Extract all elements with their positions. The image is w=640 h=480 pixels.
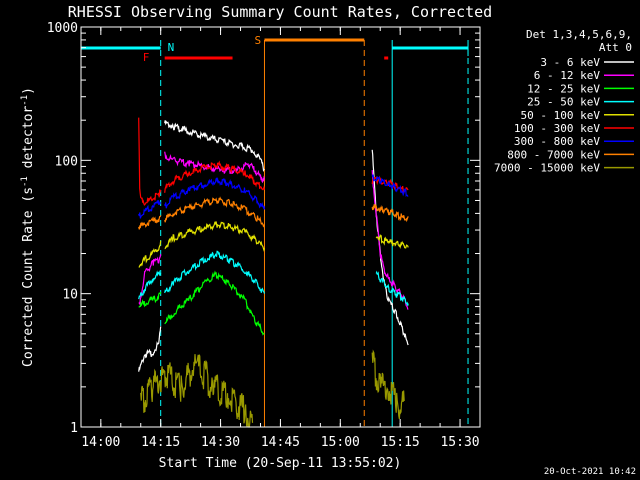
series-line-300-800-kev-seg1 — [164, 176, 266, 210]
y-axis-label-sup1: -1 — [20, 176, 30, 187]
y-tick-label: 10 — [62, 288, 78, 303]
x-tick-label: 15:00 — [321, 435, 360, 450]
chart-title: RHESSI Observing Summary Count Rates, Co… — [68, 3, 492, 21]
series-line-25-50-kev-seg0 — [138, 270, 162, 300]
series-25-50-kev — [138, 250, 409, 306]
series-line-800-7000-kev-seg1 — [164, 196, 265, 228]
y-axis-label-part2: detector — [21, 106, 36, 177]
flag-letter-f: F — [143, 51, 150, 64]
series-800-7000-kev — [138, 196, 409, 230]
series-line-7000-15000-kev-seg0 — [140, 354, 254, 428]
series-line-50-100-kev-seg1 — [164, 221, 266, 252]
axis-layer: 14:00 14:15 14:30 14:45 15:00 15:15 15:30 1 10 10… — [47, 21, 481, 450]
series-line-100-300-kev-seg0 — [138, 117, 162, 206]
flag-letter-s: S — [254, 34, 261, 47]
series-layer — [138, 117, 409, 428]
flag-letter-n: N — [168, 41, 175, 54]
series-line-7000-15000-kev-seg1 — [371, 349, 405, 420]
legend-entry-100-300-kev: 100 - 300 keV — [514, 122, 600, 135]
legend-header-line1: Det 1,3,4,5,6,9, — [526, 28, 632, 41]
series-line-12-25-kev-seg1 — [164, 270, 265, 336]
series-100-300-kev — [138, 117, 409, 206]
legend-entry-300-800-kev: 300 - 800 keV — [514, 135, 600, 148]
legend-entry-50-100-kev: 50 - 100 keV — [521, 109, 601, 122]
x-tick-label: 15:15 — [381, 435, 420, 450]
legend-entry-12-25-kev: 12 - 25 keV — [527, 82, 600, 95]
series-line-50-100-kev-seg0 — [138, 240, 162, 268]
series-50-100-kev — [138, 221, 409, 268]
legend-entry-7000-15000-kev: 7000 - 15000 keV — [494, 162, 600, 175]
y-tick-label: 100 — [55, 154, 78, 169]
series-line-6-12-kev-seg1 — [164, 151, 266, 184]
legend-entry-25-50-kev: 25 - 50 keV — [527, 96, 600, 109]
x-tick-label: 14:30 — [201, 435, 240, 450]
x-tick-label: 14:45 — [261, 435, 300, 450]
flag-layer: N F S — [81, 34, 469, 427]
x-tick-label: 15:30 — [440, 435, 479, 450]
y-axis-label-part1: Corrected Count Rate (s — [21, 187, 36, 367]
series-line-300-800-kev-seg0 — [138, 200, 162, 219]
series-12-25-kev — [138, 270, 265, 336]
timestamp: 20-Oct-2021 10:42 — [544, 467, 636, 477]
legend-entry-3-6-kev: 3 - 6 keV — [540, 56, 600, 69]
legend-header-line2: Att 0 — [599, 41, 632, 54]
series-line-3-6-kev-seg0 — [138, 326, 162, 372]
series-line-3-6-kev-seg1 — [164, 120, 265, 173]
y-tick-label: 1 — [70, 421, 78, 436]
series-7000-15000-kev — [140, 349, 405, 428]
series-line-12-25-kev-seg0 — [138, 291, 162, 308]
series-line-100-300-kev-seg2 — [371, 175, 409, 193]
series-line-25-50-kev-seg1 — [164, 250, 266, 294]
legend-entry-6-12-kev: 6 - 12 keV — [534, 69, 601, 82]
x-tick-label: 14:15 — [141, 435, 180, 450]
series-line-25-50-kev-seg2 — [375, 270, 409, 306]
y-axis-label: Corrected Count Rate (s-1 detector-1) — [20, 87, 36, 367]
series-line-50-100-kev-seg2 — [375, 234, 409, 249]
series-line-100-300-kev-seg1 — [164, 160, 266, 193]
y-axis-label-sup2: -1 — [20, 95, 30, 106]
series-line-800-7000-kev-seg2 — [371, 203, 409, 223]
series-line-300-800-kev-seg2 — [371, 174, 409, 197]
legend-entry-800-7000-kev: 800 - 7000 keV — [507, 148, 600, 161]
x-tick-label: 14:00 — [81, 435, 120, 450]
series-line-800-7000-kev-seg0 — [138, 215, 162, 230]
y-tick-label: 1000 — [47, 21, 78, 36]
series-line-6-12-kev-seg0 — [138, 254, 162, 306]
x-axis-label: Start Time (20-Sep-11 13:55:02) — [159, 456, 402, 471]
series-300-800-kev — [138, 174, 409, 219]
y-axis-label-part3: ) — [21, 87, 36, 95]
